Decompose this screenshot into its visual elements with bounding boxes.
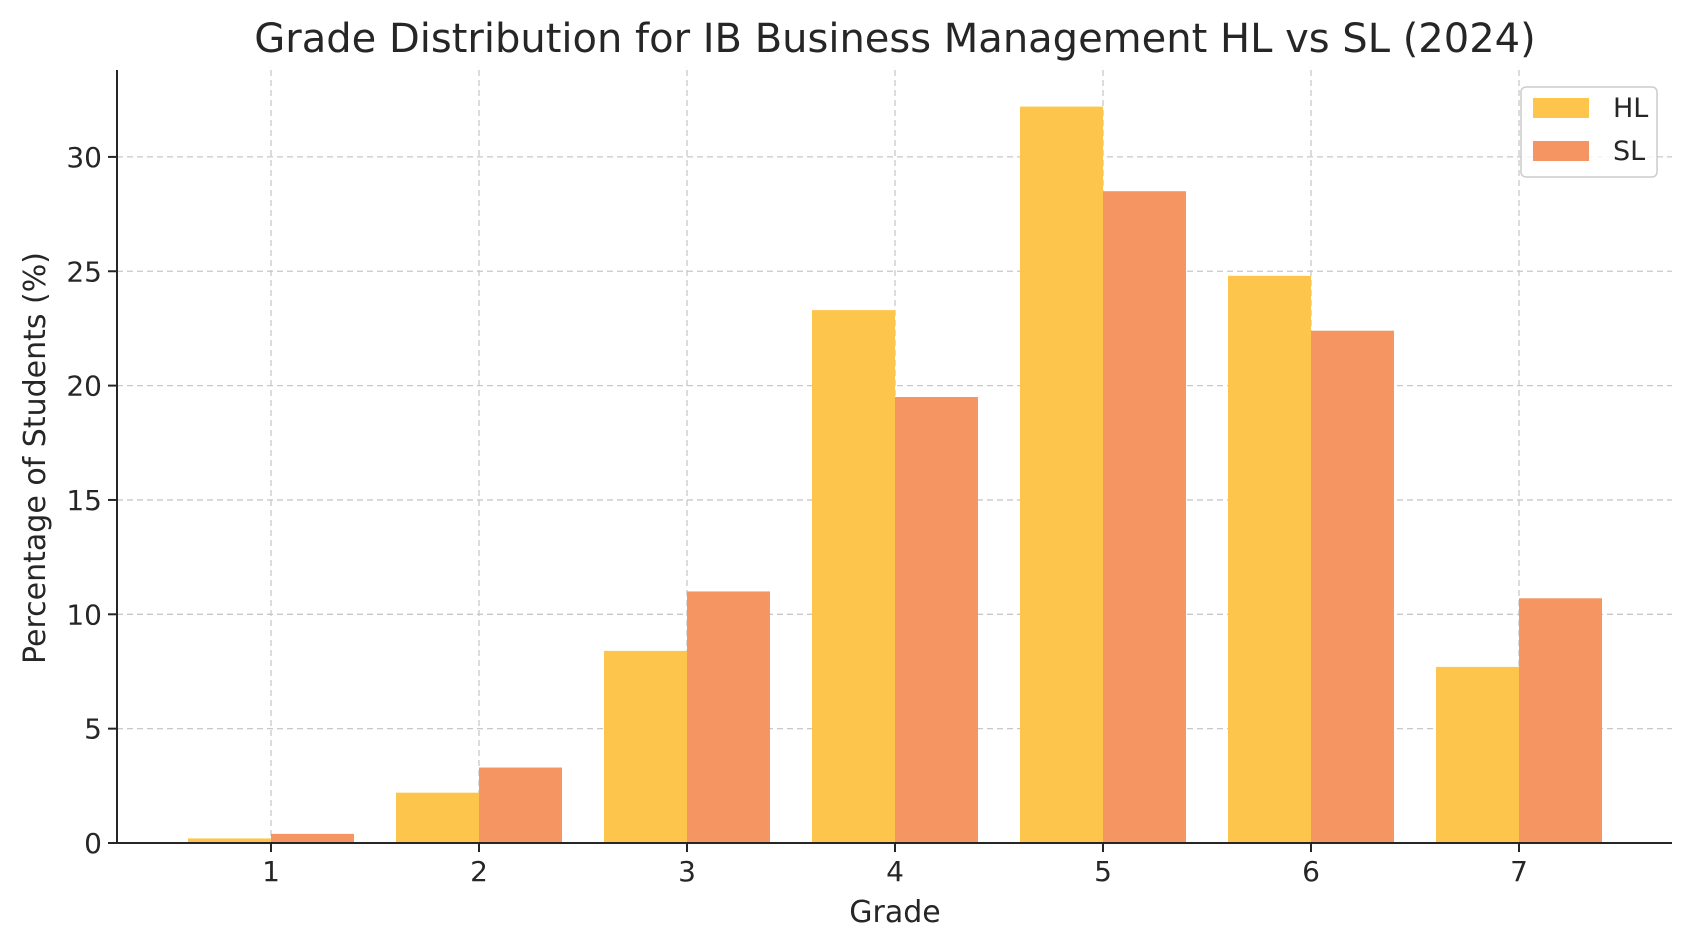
x-tick-label: 6 bbox=[1302, 855, 1320, 888]
y-tick-label: 20 bbox=[66, 370, 102, 403]
bar-sl-grade-7 bbox=[1519, 598, 1602, 843]
y-axis-ticks: 0 5 10 15 20 25 30 bbox=[66, 141, 117, 860]
bar-hl-grade-2 bbox=[396, 792, 479, 843]
x-tick-label: 1 bbox=[262, 855, 280, 888]
legend-label-hl: HL bbox=[1613, 93, 1648, 124]
x-axis-label: Grade bbox=[849, 895, 940, 930]
x-tick-label: 2 bbox=[470, 855, 488, 888]
bar-hl-grade-6 bbox=[1228, 275, 1311, 844]
x-tick-label: 7 bbox=[1510, 855, 1528, 888]
bar-sl-grade-4 bbox=[895, 397, 978, 843]
x-axis-ticks: 1 2 3 4 5 6 7 bbox=[262, 843, 1528, 888]
y-tick-label: 5 bbox=[84, 713, 102, 746]
x-tick-label: 5 bbox=[1094, 855, 1112, 888]
bar-hl-grade-7 bbox=[1436, 666, 1519, 843]
bar-sl-grade-3 bbox=[687, 591, 770, 843]
legend-swatch-sl bbox=[1533, 141, 1589, 161]
y-tick-label: 15 bbox=[66, 484, 102, 517]
bars bbox=[188, 106, 1602, 844]
y-tick-label: 0 bbox=[84, 827, 102, 860]
y-tick-label: 25 bbox=[66, 255, 102, 288]
bar-hl-grade-1 bbox=[188, 838, 271, 843]
bar-sl-grade-6 bbox=[1311, 330, 1394, 844]
bar-hl-grade-3 bbox=[604, 650, 687, 843]
y-tick-label: 10 bbox=[66, 598, 102, 631]
bar-sl-grade-5 bbox=[1103, 191, 1186, 843]
chart-title: Grade Distribution for IB Business Manag… bbox=[254, 16, 1535, 62]
x-tick-label: 3 bbox=[678, 855, 696, 888]
x-tick-label: 4 bbox=[886, 855, 904, 888]
legend-label-sl: SL bbox=[1613, 136, 1645, 167]
y-axis-label: Percentage of Students (%) bbox=[18, 252, 53, 664]
bar-hl-grade-5 bbox=[1020, 106, 1103, 843]
legend: HL SL bbox=[1520, 86, 1658, 178]
bar-hl-grade-4 bbox=[812, 310, 895, 843]
bar-sl-grade-2 bbox=[479, 767, 562, 843]
bar-sl-grade-1 bbox=[271, 833, 354, 843]
legend-swatch-hl bbox=[1533, 98, 1589, 118]
y-tick-label: 30 bbox=[66, 141, 102, 174]
